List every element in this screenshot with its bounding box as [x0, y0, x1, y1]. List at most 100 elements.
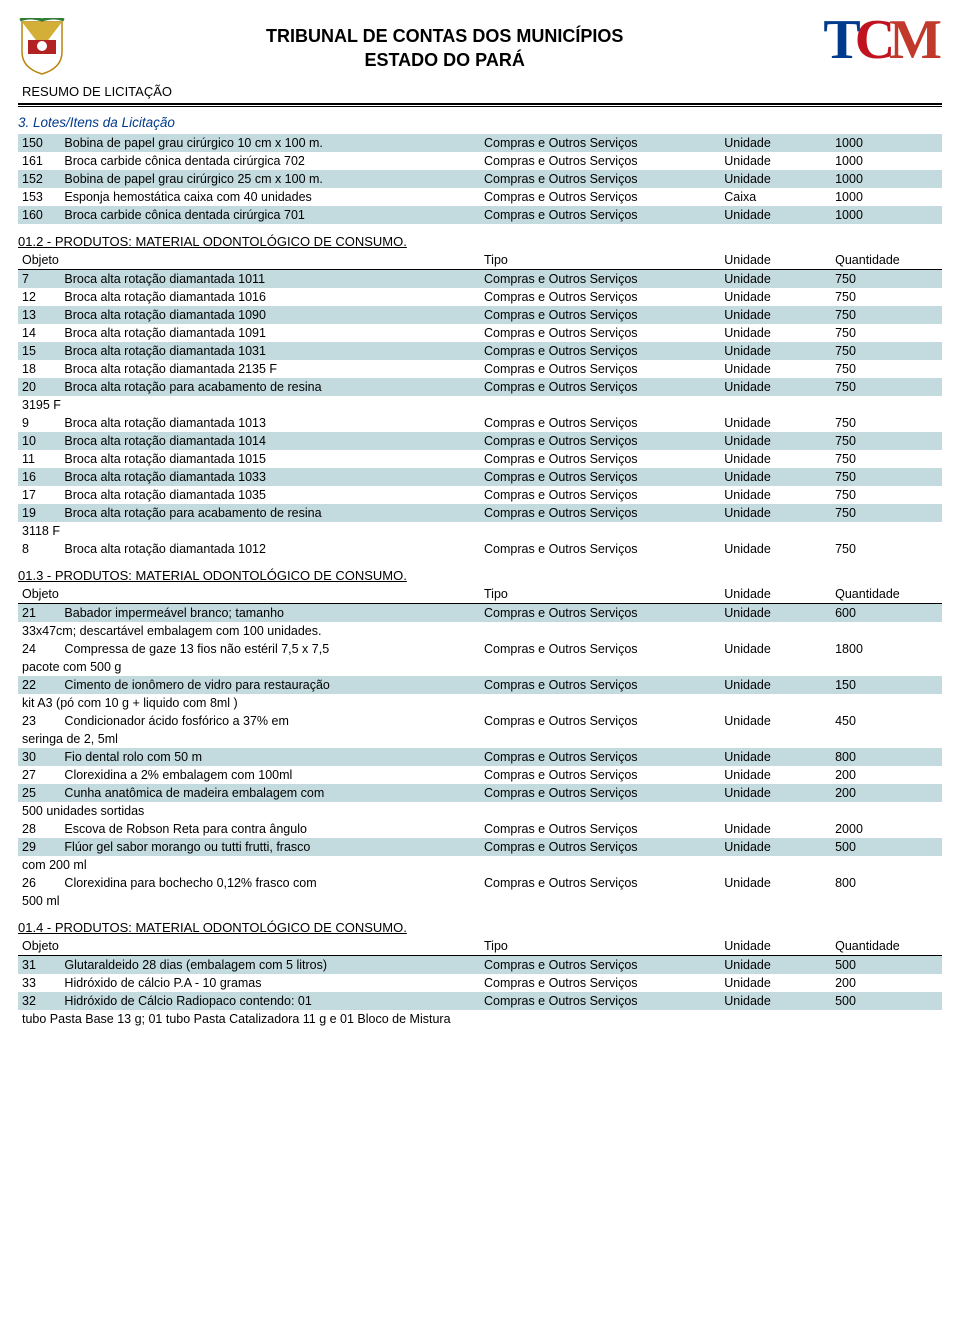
cell-unidade: Unidade — [720, 974, 831, 992]
table-row: 23 Condicionador ácido fosfórico a 37% e… — [18, 712, 942, 730]
cell-quantidade: 750 — [831, 288, 942, 306]
cell-unidade: Unidade — [720, 766, 831, 784]
cell-wrap: seringa de 2, 5ml — [18, 730, 942, 748]
cell-tipo: Compras e Outros Serviços — [480, 324, 720, 342]
table-row: 10 Broca alta rotação diamantada 1014Com… — [18, 432, 942, 450]
cell-quantidade: 750 — [831, 342, 942, 360]
cell-unidade: Unidade — [720, 486, 831, 504]
cell-quantidade: 200 — [831, 766, 942, 784]
table-row: 27 Clorexidina a 2% embalagem com 100mlC… — [18, 766, 942, 784]
cell-wrap: 3118 F — [18, 522, 942, 540]
cell-quantidade: 750 — [831, 432, 942, 450]
cell-quantidade: 750 — [831, 306, 942, 324]
cell-wrap: com 200 ml — [18, 856, 942, 874]
th-unidade: Unidade — [720, 251, 831, 270]
cell-unidade: Unidade — [720, 432, 831, 450]
cell-unidade: Unidade — [720, 450, 831, 468]
th-tipo: Tipo — [480, 251, 720, 270]
divider — [18, 103, 942, 107]
cell-unidade: Unidade — [720, 640, 831, 658]
cell-unidade: Unidade — [720, 956, 831, 975]
cell-tipo: Compras e Outros Serviços — [480, 766, 720, 784]
cell-tipo: Compras e Outros Serviços — [480, 676, 720, 694]
table-row: 15 Broca alta rotação diamantada 1031Com… — [18, 342, 942, 360]
cell-objeto: 33 Hidróxido de cálcio P.A - 10 gramas — [18, 974, 480, 992]
table-row: 20 Broca alta rotação para acabamento de… — [18, 378, 942, 396]
table-row: 13 Broca alta rotação diamantada 1090Com… — [18, 306, 942, 324]
cell-quantidade: 1000 — [831, 152, 942, 170]
cell-unidade: Unidade — [720, 170, 831, 188]
table-row-wrap: tubo Pasta Base 13 g; 01 tubo Pasta Cata… — [18, 1010, 942, 1028]
cell-unidade: Unidade — [720, 270, 831, 289]
table-row-wrap: pacote com 500 g — [18, 658, 942, 676]
cell-tipo: Compras e Outros Serviços — [480, 206, 720, 224]
cell-quantidade: 750 — [831, 450, 942, 468]
cell-tipo: Compras e Outros Serviços — [480, 134, 720, 152]
cell-tipo: Compras e Outros Serviços — [480, 360, 720, 378]
table-row: 26 Clorexidina para bochecho 0,12% frasc… — [18, 874, 942, 892]
cell-tipo: Compras e Outros Serviços — [480, 486, 720, 504]
cell-tipo: Compras e Outros Serviços — [480, 188, 720, 206]
table-row: 18 Broca alta rotação diamantada 2135 FC… — [18, 360, 942, 378]
table-group3: Objeto Tipo Unidade Quantidade 21 Babado… — [18, 585, 942, 910]
cell-objeto: 160 Broca carbide cônica dentada cirúrgi… — [18, 206, 480, 224]
cell-tipo: Compras e Outros Serviços — [480, 838, 720, 856]
cell-quantidade: 750 — [831, 540, 942, 558]
table-row: 19 Broca alta rotação para acabamento de… — [18, 504, 942, 522]
cell-tipo: Compras e Outros Serviços — [480, 170, 720, 188]
table-row-wrap: seringa de 2, 5ml — [18, 730, 942, 748]
cell-unidade: Caixa — [720, 188, 831, 206]
cell-objeto: 153 Esponja hemostática caixa com 40 uni… — [18, 188, 480, 206]
table-row-wrap: 500 ml — [18, 892, 942, 910]
cell-tipo: Compras e Outros Serviços — [480, 604, 720, 623]
th-quantidade: Quantidade — [831, 585, 942, 604]
table-row: 160 Broca carbide cônica dentada cirúrgi… — [18, 206, 942, 224]
cell-objeto: 12 Broca alta rotação diamantada 1016 — [18, 288, 480, 306]
cell-tipo: Compras e Outros Serviços — [480, 342, 720, 360]
cell-unidade: Unidade — [720, 378, 831, 396]
title-line-2: ESTADO DO PARÁ — [66, 48, 823, 72]
cell-unidade: Unidade — [720, 676, 831, 694]
cell-wrap: 3195 F — [18, 396, 942, 414]
cell-tipo: Compras e Outros Serviços — [480, 504, 720, 522]
table-row: 28 Escova de Robson Reta para contra âng… — [18, 820, 942, 838]
cell-objeto: 150 Bobina de papel grau cirúrgico 10 cm… — [18, 134, 480, 152]
table-row: 8 Broca alta rotação diamantada 1012Comp… — [18, 540, 942, 558]
cell-unidade: Unidade — [720, 134, 831, 152]
cell-objeto: 26 Clorexidina para bochecho 0,12% frasc… — [18, 874, 480, 892]
th-tipo: Tipo — [480, 585, 720, 604]
table-row-wrap: 3195 F — [18, 396, 942, 414]
cell-tipo: Compras e Outros Serviços — [480, 468, 720, 486]
cell-tipo: Compras e Outros Serviços — [480, 432, 720, 450]
cell-quantidade: 200 — [831, 974, 942, 992]
cell-quantidade: 750 — [831, 270, 942, 289]
table-section1: 150 Bobina de papel grau cirúrgico 10 cm… — [18, 134, 942, 224]
table-row: 153 Esponja hemostática caixa com 40 uni… — [18, 188, 942, 206]
cell-quantidade: 1000 — [831, 188, 942, 206]
cell-objeto: 14 Broca alta rotação diamantada 1091 — [18, 324, 480, 342]
cell-unidade: Unidade — [720, 820, 831, 838]
th-objeto: Objeto — [18, 937, 480, 956]
cell-unidade: Unidade — [720, 604, 831, 623]
cell-objeto: 28 Escova de Robson Reta para contra âng… — [18, 820, 480, 838]
cell-objeto: 20 Broca alta rotação para acabamento de… — [18, 378, 480, 396]
table-row-wrap: 33x47cm; descartável embalagem com 100 u… — [18, 622, 942, 640]
table-row: 9 Broca alta rotação diamantada 1013Comp… — [18, 414, 942, 432]
cell-tipo: Compras e Outros Serviços — [480, 712, 720, 730]
table-row: 150 Bobina de papel grau cirúrgico 10 cm… — [18, 134, 942, 152]
cell-quantidade: 200 — [831, 784, 942, 802]
table-row-wrap: kit A3 (pó com 10 g + liquido com 8ml ) — [18, 694, 942, 712]
cell-quantidade: 800 — [831, 874, 942, 892]
cell-quantidade: 150 — [831, 676, 942, 694]
table-row: 161 Broca carbide cônica dentada cirúrgi… — [18, 152, 942, 170]
table-row: 25 Cunha anatômica de madeira embalagem … — [18, 784, 942, 802]
cell-objeto: 23 Condicionador ácido fosfórico a 37% e… — [18, 712, 480, 730]
cell-tipo: Compras e Outros Serviços — [480, 306, 720, 324]
table-row: 29 Flúor gel sabor morango ou tutti frut… — [18, 838, 942, 856]
cell-objeto: 25 Cunha anatômica de madeira embalagem … — [18, 784, 480, 802]
th-quantidade: Quantidade — [831, 937, 942, 956]
th-tipo: Tipo — [480, 937, 720, 956]
cell-unidade: Unidade — [720, 712, 831, 730]
cell-tipo: Compras e Outros Serviços — [480, 152, 720, 170]
cell-unidade: Unidade — [720, 992, 831, 1010]
